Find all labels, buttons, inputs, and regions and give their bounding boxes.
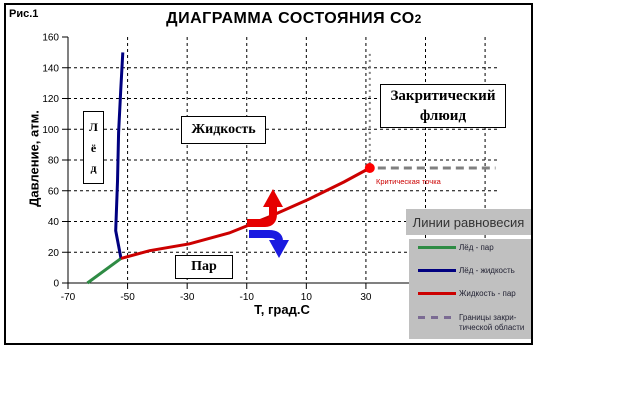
- arrow-up-red-icon: [247, 206, 277, 227]
- arrow-down-blue-head-icon: [269, 240, 289, 258]
- region-label-liquid: Жидкость: [181, 116, 266, 144]
- legend-item-label: Лёд - пар: [459, 243, 494, 252]
- legend-item-label: Лёд - жидкость: [459, 266, 515, 275]
- ice-letter: Л: [89, 119, 98, 134]
- svg-text:10: 10: [301, 292, 313, 303]
- svg-text:40: 40: [48, 217, 60, 228]
- legend-item-ice-vapor: Лёд - пар: [418, 243, 494, 253]
- figure-label: Рис.1: [9, 8, 39, 20]
- legend-line-sample-red: [418, 292, 456, 295]
- legend-line-sample-green: [418, 246, 456, 249]
- region-label-vapor: Пар: [175, 255, 233, 279]
- arrow-up-red-head-icon: [263, 189, 283, 207]
- y-axis-title: Давление, атм.: [26, 110, 42, 207]
- svg-text:0: 0: [53, 279, 59, 290]
- svg-text:-50: -50: [120, 292, 135, 303]
- legend-item-liquid-vapor: Жидкость - пар: [418, 289, 516, 299]
- region-label-supercritical: Закритический флюид: [380, 84, 506, 128]
- svg-text:-10: -10: [240, 292, 255, 303]
- phase-transition-arrows: [247, 189, 289, 258]
- legend: Лёд - пар Лёд - жидкость Жидкость - пар …: [409, 239, 531, 339]
- supercritical-line2: флюид: [419, 108, 467, 124]
- ice-letter: д: [90, 161, 97, 176]
- legend-title: Линии равновесия: [406, 209, 531, 235]
- svg-text:-30: -30: [180, 292, 195, 303]
- legend-item-supercritical-boundary: Границы закри- тической области: [418, 313, 524, 332]
- svg-text:60: 60: [48, 186, 60, 197]
- ice-letter: ё: [90, 140, 97, 155]
- svg-text:140: 140: [42, 63, 59, 74]
- chart-title-text: ДИАГРАММА СОСТОЯНИЯ СО: [166, 10, 415, 27]
- svg-text:160: 160: [42, 33, 59, 44]
- svg-text:20: 20: [48, 248, 60, 259]
- legend-item-label: Границы закри- тической области: [459, 313, 525, 332]
- legend-line-sample-blue: [418, 269, 456, 272]
- chart-title-subscript: 2: [414, 12, 422, 26]
- svg-text:30: 30: [360, 292, 372, 303]
- svg-text:80: 80: [48, 156, 60, 167]
- svg-text:-70: -70: [61, 292, 76, 303]
- svg-text:120: 120: [42, 94, 59, 105]
- svg-text:100: 100: [42, 125, 59, 136]
- critical-point-label: Критическая точка: [376, 177, 441, 186]
- chart-title: ДИАГРАММА СОСТОЯНИЯ СО2: [55, 10, 533, 28]
- region-label-ice: Л ё д: [83, 111, 104, 184]
- legend-item-label: Жидкость - пар: [459, 289, 516, 298]
- supercritical-line1: Закритический: [390, 88, 496, 104]
- legend-line-sample-dashed: [418, 316, 456, 319]
- legend-item-ice-liquid: Лёд - жидкость: [418, 266, 515, 276]
- x-axis-title: Т, град.С: [254, 302, 310, 317]
